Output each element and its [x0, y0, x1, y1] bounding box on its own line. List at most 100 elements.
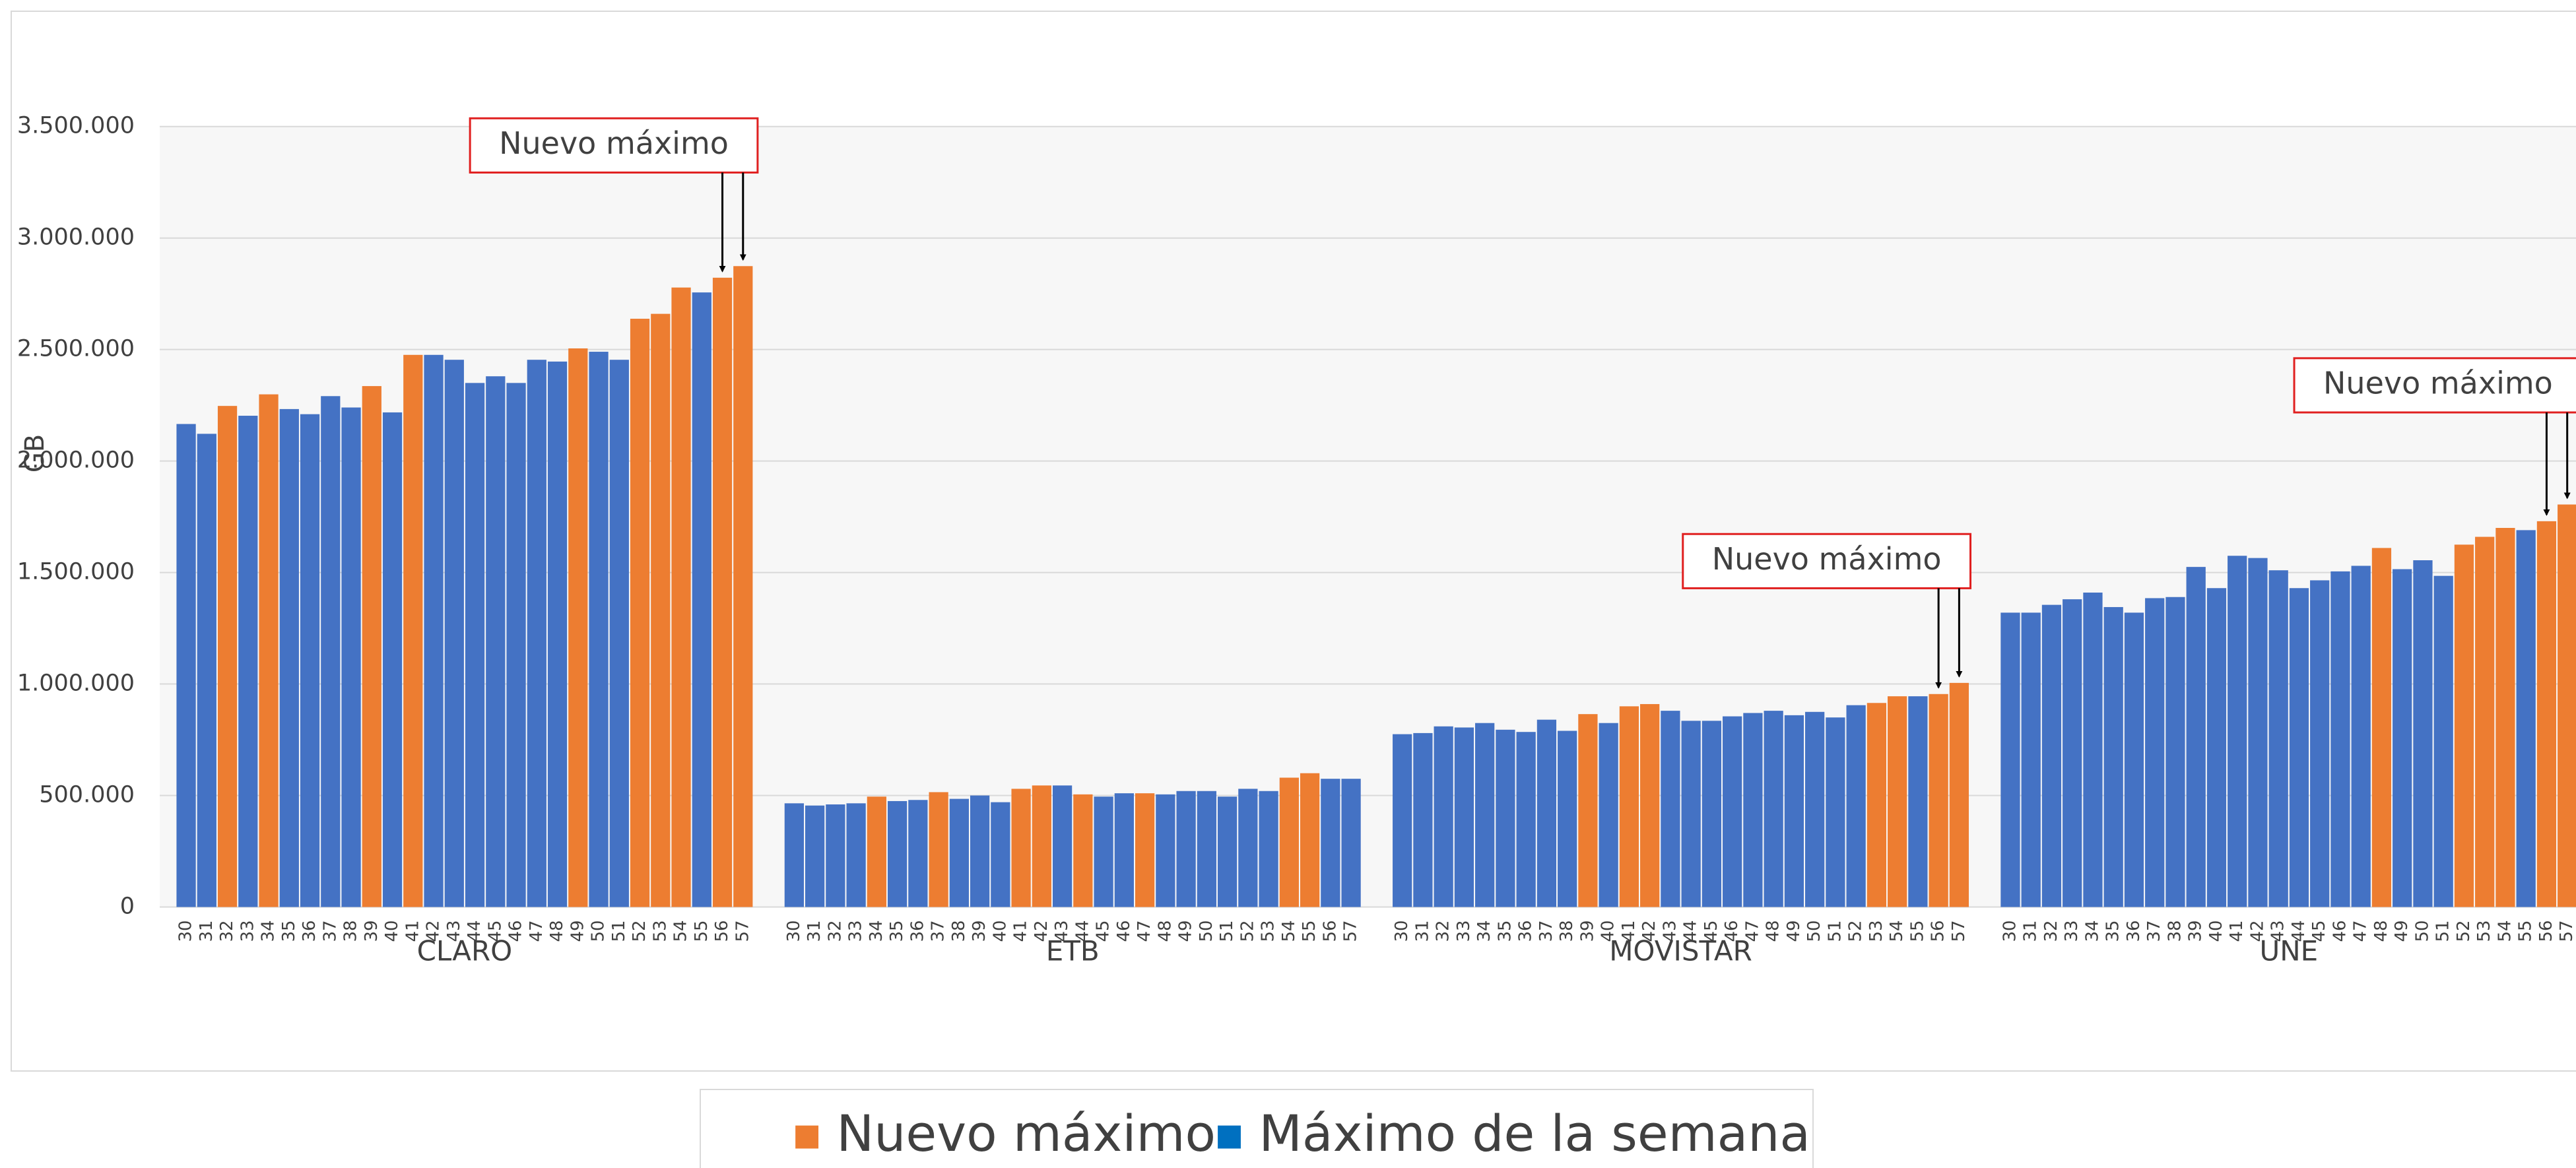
- bar: [1578, 714, 1598, 907]
- x-tick-label: 43: [444, 920, 464, 942]
- x-tick-label: 48: [1764, 920, 1783, 942]
- bar: [2393, 569, 2412, 907]
- bar: [1681, 721, 1701, 907]
- x-tick-label: 39: [2186, 920, 2206, 942]
- bar: [176, 424, 196, 907]
- x-tick-label: 47: [1742, 920, 1762, 942]
- bar: [279, 408, 299, 907]
- bar: [1661, 711, 1680, 907]
- bar: [1536, 719, 1557, 907]
- bar: [2083, 593, 2103, 907]
- x-tick-label: 39: [1577, 920, 1597, 942]
- x-tick-label: 39: [362, 920, 381, 942]
- legend-swatch: [795, 1125, 819, 1149]
- bar: [2536, 521, 2557, 907]
- y-tick-label: 0: [120, 893, 135, 919]
- bar: [1454, 727, 1474, 907]
- x-tick-label: 36: [2124, 920, 2144, 942]
- x-tick-label: 49: [1176, 920, 1196, 942]
- bar: [1908, 696, 1928, 907]
- bar: [527, 360, 546, 907]
- x-tick-label: 40: [1599, 920, 1618, 942]
- x-tick-label: 37: [2144, 920, 2164, 942]
- x-tick-label: 47: [2351, 920, 2371, 942]
- x-tick-label: 36: [908, 920, 927, 942]
- bar: [486, 376, 506, 907]
- bar: [1723, 716, 1742, 907]
- x-tick-label: 52: [1846, 920, 1866, 942]
- bar: [1393, 734, 1412, 907]
- bar: [321, 396, 341, 907]
- bar: [2021, 612, 2041, 907]
- bar: [2186, 567, 2206, 907]
- x-tick-label: 46: [1114, 920, 1134, 942]
- bar: [1846, 705, 1866, 907]
- x-tick-label: 38: [341, 920, 361, 942]
- x-tick-label: 41: [1011, 920, 1031, 942]
- x-tick-label: 53: [1866, 920, 1886, 942]
- y-tick-label: 1.500.000: [17, 559, 135, 585]
- x-tick-label: 44: [1681, 920, 1701, 942]
- bar: [1176, 791, 1196, 907]
- y-tick-label: 500.000: [39, 782, 135, 808]
- x-tick-label: 49: [568, 920, 587, 942]
- x-tick-label: 46: [2330, 920, 2350, 942]
- y-tick-label: 2.000.000: [17, 447, 135, 474]
- bar: [1784, 715, 1804, 907]
- bar: [2413, 560, 2433, 907]
- x-tick-label: 32: [825, 920, 845, 942]
- bar: [2103, 606, 2123, 907]
- x-tick-label: 56: [2536, 920, 2556, 942]
- x-tick-label: 33: [238, 920, 257, 942]
- x-tick-label: 41: [1619, 920, 1639, 942]
- x-tick-label: 41: [403, 920, 422, 942]
- x-tick-label: 37: [929, 920, 948, 942]
- bar: [2433, 575, 2453, 907]
- bar: [382, 412, 403, 907]
- bar: [1413, 732, 1433, 907]
- x-tick-label: 57: [2557, 920, 2576, 942]
- x-tick-label: 42: [2247, 920, 2267, 942]
- bar: [908, 800, 928, 907]
- bar: [630, 319, 650, 907]
- bar: [2206, 588, 2227, 907]
- bar: [712, 277, 733, 907]
- y-tick-label: 2.500.000: [17, 336, 135, 362]
- x-tick-label: 53: [1259, 920, 1278, 942]
- bar: [846, 803, 866, 907]
- x-tick-label: 55: [2516, 920, 2536, 942]
- bar: [2558, 504, 2576, 907]
- bar: [651, 313, 671, 907]
- x-tick-label: 55: [1907, 920, 1927, 942]
- group-label: UNE: [2259, 935, 2318, 967]
- bar: [784, 803, 804, 907]
- x-tick-label: 34: [867, 920, 886, 942]
- x-tick-label: 40: [382, 920, 402, 942]
- x-tick-label: 52: [1238, 920, 1257, 942]
- bar: [867, 796, 886, 907]
- x-tick-label: 47: [1135, 920, 1154, 942]
- bar: [2228, 556, 2247, 907]
- x-tick-label: 46: [506, 920, 526, 942]
- y-tick-label: 1.000.000: [17, 670, 135, 697]
- x-tick-label: 55: [1300, 920, 1319, 942]
- bar: [362, 386, 381, 907]
- annotation-box: [1682, 533, 1972, 589]
- x-tick-label: 57: [1341, 920, 1361, 942]
- bar: [2330, 571, 2350, 907]
- bar: [1073, 794, 1093, 907]
- x-tick-label: 30: [2000, 920, 2020, 942]
- x-tick-label: 54: [1279, 920, 1299, 942]
- x-tick-label: 54: [1887, 920, 1907, 942]
- bar: [609, 360, 629, 907]
- bar: [805, 805, 825, 907]
- x-tick-label: 43: [1660, 920, 1680, 942]
- x-tick-label: 43: [2268, 920, 2288, 942]
- x-tick-label: 56: [1929, 920, 1948, 942]
- x-tick-label: 37: [320, 920, 340, 942]
- x-tick-label: 51: [609, 920, 629, 942]
- annotation-box: [469, 117, 759, 174]
- bar: [444, 360, 464, 907]
- bar: [2495, 528, 2515, 907]
